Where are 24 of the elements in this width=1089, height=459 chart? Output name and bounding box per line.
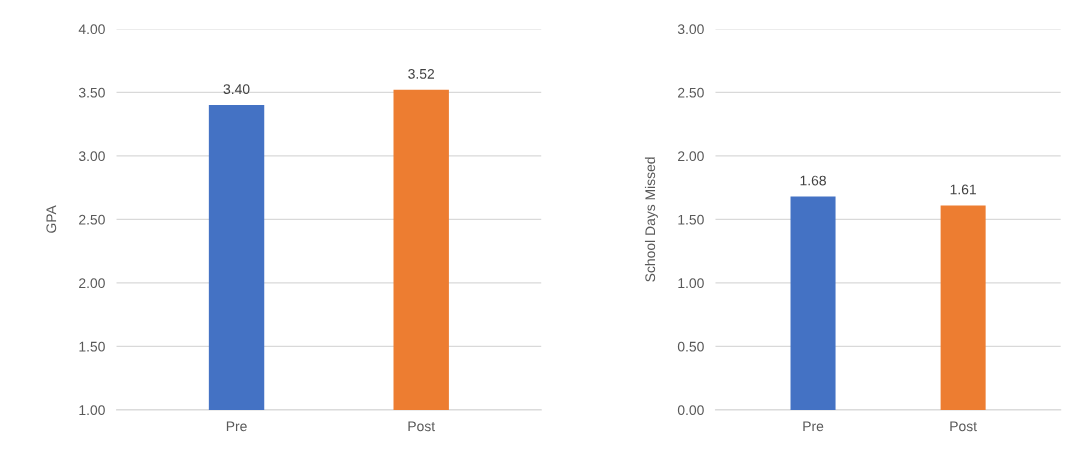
- x-tick-label: Pre: [226, 421, 247, 432]
- y-tick-label: 3.00: [677, 24, 704, 35]
- x-tick-label: Post: [408, 421, 435, 432]
- x-tick-label: Pre: [803, 421, 824, 432]
- data-label: 1.68: [800, 175, 826, 186]
- y-tick-label: 2.50: [79, 214, 105, 225]
- y-axis-title: GPA: [46, 205, 57, 233]
- y-tick-label: 3.50: [78, 87, 105, 98]
- y-tick-label: 2.00: [79, 278, 105, 289]
- y-tick-label: 2.50: [678, 87, 704, 98]
- data-label: 1.61: [950, 184, 976, 195]
- data-label: 3.40: [223, 84, 250, 95]
- y-tick-label: 1.00: [79, 405, 105, 416]
- y-tick-label: 4.00: [78, 24, 105, 35]
- y-tick-label: 0.50: [677, 341, 704, 352]
- data-label: 3.52: [408, 68, 435, 79]
- x-tick-label: Post: [950, 421, 977, 432]
- y-tick-label: 1.50: [678, 214, 704, 225]
- y-tick-label: 1.00: [678, 278, 704, 289]
- y-tick-label: 2.00: [678, 151, 704, 162]
- y-tick-label: 0.00: [677, 405, 704, 416]
- y-tick-label: 1.50: [79, 341, 105, 352]
- y-tick-label: 3.00: [78, 151, 105, 162]
- y-axis-title: School Days Missed: [644, 157, 658, 282]
